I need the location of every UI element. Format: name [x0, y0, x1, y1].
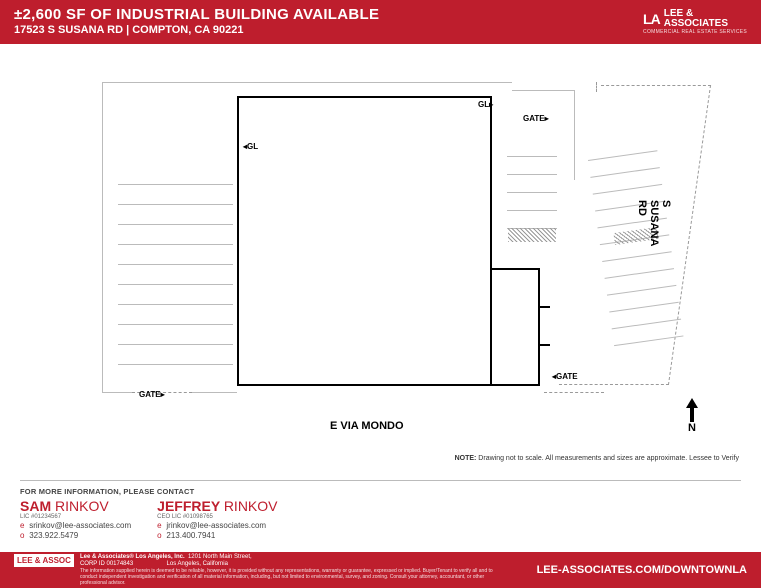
parking-line	[118, 204, 233, 205]
street-south: E VIA MONDO	[330, 420, 404, 432]
building-step	[540, 306, 550, 346]
street-east: S SUSANA RD	[636, 200, 672, 248]
footer-corpid: CORP ID 00174843	[80, 561, 133, 567]
parking-line	[605, 268, 674, 279]
north-label: N	[685, 422, 699, 434]
footer-addr1: 1201 North Main Street,	[188, 554, 252, 560]
hatched-stall-1	[508, 228, 556, 242]
parking-line	[507, 210, 557, 211]
parking-line	[118, 244, 233, 245]
parking-line	[602, 251, 671, 262]
label-gate-left: GATE▸	[139, 390, 165, 399]
header-bar: ±2,600 SF OF INDUSTRIAL BUILDING AVAILAB…	[0, 0, 761, 44]
footer-logo-icon: LEE & ASSOC	[14, 554, 74, 568]
north-arrow: N	[685, 398, 699, 434]
parking-line	[118, 324, 233, 325]
parking-line	[593, 184, 662, 195]
parking-line	[507, 192, 557, 193]
footer-addr2: Los Angeles, California	[167, 561, 228, 567]
parking-line	[118, 224, 233, 225]
footer-bar: LEE & ASSOC Lee & Associates® Los Angele…	[0, 552, 761, 588]
parking-line	[118, 344, 233, 345]
contact-card: SAM RINKOV LIC #01234567 e srinkov@lee-a…	[20, 499, 131, 540]
footer-left: LEE & ASSOC Lee & Associates® Los Angele…	[14, 554, 510, 586]
parking-line	[507, 174, 557, 175]
contact-title: LIC #01234567	[20, 514, 131, 520]
header-left: ±2,600 SF OF INDUSTRIAL BUILDING AVAILAB…	[14, 6, 379, 37]
contact-phone: o 213.400.7941	[157, 531, 277, 540]
parking-line	[118, 284, 233, 285]
note: NOTE: Drawing not to scale. All measurem…	[455, 455, 739, 462]
contact-card: JEFFREY RINKOV CEO LIC #01098765 e jrink…	[157, 499, 277, 540]
footer-disclaimer: The information supplied herein is deeme…	[80, 568, 510, 586]
building-annex	[492, 268, 540, 386]
contact-email: e jrinkov@lee-associates.com	[157, 521, 277, 530]
label-gate-top: GATE▸	[523, 114, 549, 123]
parking-line	[607, 285, 676, 296]
header-address: 17523 S SUSANA RD | COMPTON, CA 90221	[14, 24, 379, 37]
contact-email: e srinkov@lee-associates.com	[20, 521, 131, 530]
header-title: ±2,600 SF OF INDUSTRIAL BUILDING AVAILAB…	[14, 6, 379, 24]
parking-line	[118, 264, 233, 265]
parking-line	[609, 302, 678, 313]
logo-subtitle: COMMERCIAL REAL ESTATE SERVICES	[643, 29, 747, 35]
parking-line	[118, 304, 233, 305]
parking-line	[612, 319, 681, 330]
company-logo: LA LEE & ASSOCIATES COMMERCIAL REAL ESTA…	[643, 9, 747, 35]
north-arrow-icon	[685, 398, 699, 422]
parking-line	[507, 156, 557, 157]
label-gl-left: ◂GL	[243, 142, 258, 151]
contact-name: JEFFREY RINKOV	[157, 499, 277, 513]
parking-line	[614, 335, 683, 346]
site-plan: GATE▸ GATE▸ ◂GATE ◂GL GL▸ E VIA MONDO S …	[40, 60, 720, 440]
footer-company: Lee & Associates® Los Angeles, Inc.	[80, 554, 185, 560]
parking-line	[118, 364, 233, 365]
label-gate-right: ◂GATE	[552, 372, 578, 381]
parking-line	[590, 167, 659, 178]
contact-phone: o 323.922.5479	[20, 531, 131, 540]
footer-url: LEE-ASSOCIATES.COM/DOWNTOWNLA	[537, 564, 747, 576]
contact-section: FOR MORE INFORMATION, PLEASE CONTACT SAM…	[20, 480, 741, 540]
contact-name: SAM RINKOV	[20, 499, 131, 513]
contact-title: CEO LIC #01098765	[157, 514, 277, 520]
logo-mark-icon: LA	[643, 11, 660, 27]
note-bold: NOTE:	[455, 455, 477, 462]
contact-header: FOR MORE INFORMATION, PLEASE CONTACT	[20, 487, 741, 496]
label-gl-top: GL▸	[478, 100, 493, 109]
parking-line	[118, 184, 233, 185]
note-text: Drawing not to scale. All measurements a…	[476, 455, 739, 462]
logo-text-2: ASSOCIATES	[664, 19, 728, 29]
building-outline	[237, 96, 492, 386]
